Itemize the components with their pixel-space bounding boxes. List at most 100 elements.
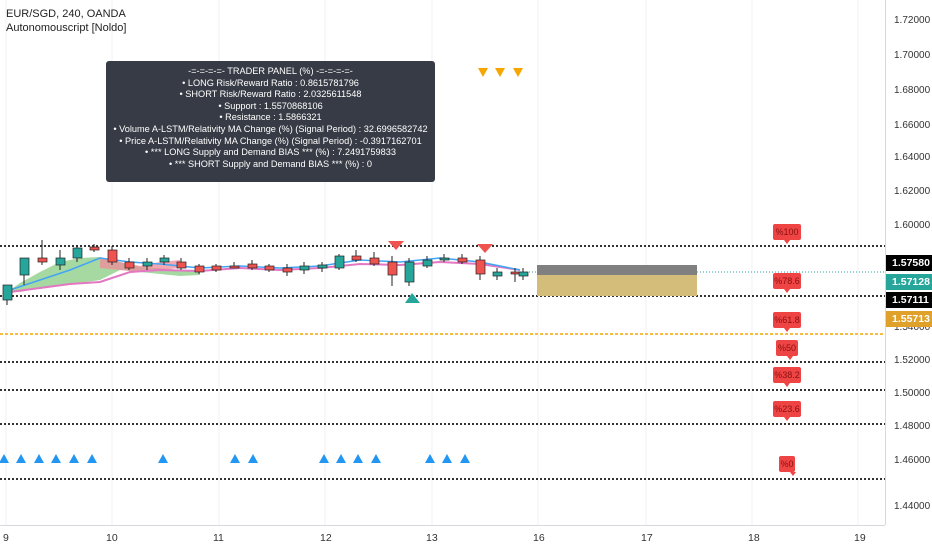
time-tick: 13 bbox=[426, 532, 438, 544]
time-tick: 17 bbox=[641, 532, 653, 544]
sell-signal-icon bbox=[477, 244, 493, 253]
candle-body bbox=[211, 265, 222, 271]
fib-label-100: %100 bbox=[773, 224, 801, 244]
low-price-badge: 1.57111 bbox=[886, 292, 932, 308]
long-bias: • *** LONG Supply and Demand BIAS *** (%… bbox=[145, 147, 396, 158]
support-price-badge: 1.55713 bbox=[886, 311, 932, 327]
candle-body bbox=[387, 261, 398, 276]
price-tick: 1.68000 bbox=[894, 85, 931, 96]
blue-marker-icon bbox=[158, 454, 168, 463]
time-tick: 10 bbox=[106, 532, 118, 544]
candle-body bbox=[299, 265, 310, 271]
short-bias: • *** SHORT Supply and Demand BIAS *** (… bbox=[168, 158, 373, 169]
cloud-band bbox=[10, 257, 200, 292]
price-change: • Price A-LSTM/Relativity MA Change (%) … bbox=[119, 135, 422, 146]
candle-body bbox=[159, 257, 170, 263]
blue-marker-icon bbox=[0, 454, 9, 463]
candle-body bbox=[37, 257, 48, 263]
fib-label-50: %50 bbox=[776, 340, 798, 360]
buy-signal-icon bbox=[405, 293, 420, 303]
blue-marker-icon bbox=[248, 454, 258, 463]
candle-body bbox=[247, 263, 258, 269]
cloud-band bbox=[100, 257, 180, 272]
price-chart bbox=[0, 0, 885, 525]
symbol-title[interactable]: EUR/SGD, 240, OANDA bbox=[6, 8, 126, 20]
price-tick: 1.70000 bbox=[894, 50, 931, 61]
candle-body bbox=[439, 257, 450, 261]
short-risk-reward: • SHORT Risk/Reward Ratio : 2.0325611548 bbox=[179, 89, 362, 100]
blue-marker-icon bbox=[69, 454, 79, 463]
candle-body bbox=[19, 257, 30, 276]
candle-body bbox=[142, 261, 153, 267]
candle-body bbox=[475, 259, 486, 275]
chart-legend: EUR/SGD, 240, OANDA Autonomouscript [Nol… bbox=[6, 7, 126, 35]
fib-label-61-8: %61.8 bbox=[773, 312, 801, 332]
blue-marker-icon bbox=[16, 454, 26, 463]
price-tick: 1.60000 bbox=[894, 220, 931, 231]
blue-marker-icon bbox=[34, 454, 44, 463]
price-tick: 1.50000 bbox=[894, 388, 931, 399]
candle-body bbox=[55, 257, 66, 266]
fib-label-38-2: %38.2 bbox=[773, 367, 801, 387]
price-tick: 1.52000 bbox=[894, 355, 931, 366]
price-tick: 1.66000 bbox=[894, 120, 931, 131]
time-tick: 9 bbox=[3, 532, 9, 544]
price-tick: 1.62000 bbox=[894, 186, 931, 197]
candle-body bbox=[457, 257, 468, 263]
candle-body bbox=[176, 261, 187, 269]
candle-body bbox=[194, 265, 205, 273]
time-tick: 16 bbox=[533, 532, 545, 544]
sell-signal-icon bbox=[388, 241, 404, 250]
support-value: • Support : 1.5570868106 bbox=[218, 100, 323, 111]
indicator-title[interactable]: Autonomouscript [Noldo] bbox=[6, 22, 127, 34]
blue-marker-icon bbox=[87, 454, 97, 463]
chart-canvas[interactable]: EUR/SGD, 240, OANDA Autonomouscript [Nol… bbox=[0, 0, 886, 525]
blue-marker-icon bbox=[230, 454, 240, 463]
long-risk-reward: • LONG Risk/Reward Ratio : 0.8615781796 bbox=[182, 77, 359, 88]
fib-label-0: %0 bbox=[779, 456, 796, 476]
blue-marker-icon bbox=[336, 454, 346, 463]
candle-body bbox=[492, 271, 503, 277]
price-tick: 1.46000 bbox=[894, 455, 931, 466]
candle-body bbox=[282, 267, 293, 273]
candle-body bbox=[422, 259, 433, 267]
candle-body bbox=[264, 265, 275, 271]
blue-marker-icon bbox=[353, 454, 363, 463]
candle-body bbox=[229, 265, 240, 269]
time-axis[interactable]: 9 10 11 12 13 16 17 18 19 bbox=[0, 525, 885, 551]
price-axis[interactable]: 1.72000 1.70000 1.68000 1.66000 1.64000 … bbox=[886, 0, 932, 550]
price-tick: 1.72000 bbox=[894, 15, 931, 26]
price-tick: 1.64000 bbox=[894, 152, 931, 163]
orange-marker-icon bbox=[513, 68, 523, 77]
blue-marker-icon bbox=[442, 454, 452, 463]
blue-marker-icon bbox=[371, 454, 381, 463]
blue-marker-icon bbox=[51, 454, 61, 463]
candle-body bbox=[2, 284, 13, 301]
current-price-badge: 1.57128 bbox=[886, 274, 932, 290]
candle-body bbox=[124, 261, 135, 269]
blue-marker-icon bbox=[425, 454, 435, 463]
orange-marker-icon bbox=[478, 68, 488, 77]
time-tick: 19 bbox=[854, 532, 866, 544]
fib-label-78-6: %78.6 bbox=[773, 273, 801, 293]
fib-label-23-6: %23.6 bbox=[773, 401, 801, 421]
resistance-value: • Resistance : 1.5866321 bbox=[219, 112, 322, 123]
price-tick: 1.54000 bbox=[894, 322, 931, 333]
blue-marker-icon bbox=[460, 454, 470, 463]
candle-body bbox=[107, 249, 118, 263]
volume-change: • Volume A-LSTM/Relativity MA Change (%)… bbox=[113, 123, 428, 134]
projection-zone-top bbox=[537, 265, 697, 275]
trader-panel-title: -=-=-=-=- TRADER PANEL (%) -=-=-=-=- bbox=[188, 66, 353, 76]
orange-marker-icon bbox=[495, 68, 505, 77]
last-price-badge: 1.57580 bbox=[886, 255, 932, 271]
candle-body bbox=[404, 261, 415, 283]
price-tick: 1.44000 bbox=[894, 501, 931, 512]
time-tick: 12 bbox=[320, 532, 332, 544]
time-tick: 11 bbox=[213, 532, 224, 544]
trader-panel: -=-=-=-=- TRADER PANEL (%) -=-=-=-=- • L… bbox=[106, 61, 435, 182]
candle-body bbox=[317, 264, 328, 269]
candle-body bbox=[334, 255, 345, 269]
blue-marker-icon bbox=[319, 454, 329, 463]
candle-body bbox=[351, 255, 362, 261]
candle-body bbox=[518, 271, 529, 277]
